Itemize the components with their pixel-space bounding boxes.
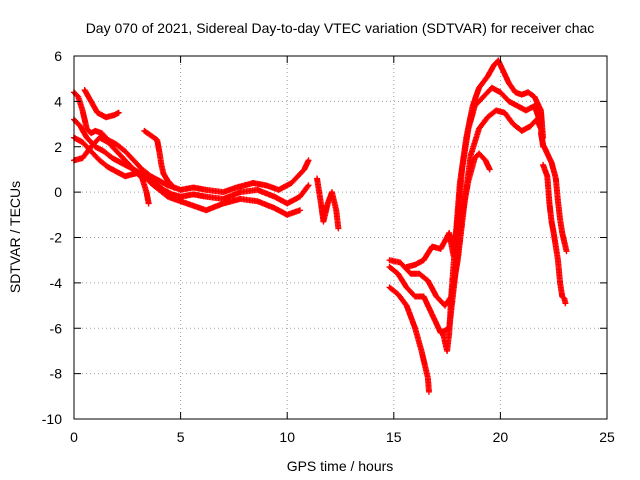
series-track-e bbox=[81, 87, 122, 121]
series-track-f bbox=[141, 127, 178, 191]
series-track-i bbox=[386, 150, 493, 336]
data-point-marks bbox=[314, 175, 342, 232]
x-tick-label: 0 bbox=[70, 429, 78, 445]
x-tick-label: 15 bbox=[386, 429, 402, 445]
series-track-j bbox=[386, 107, 547, 309]
data-point-marks bbox=[386, 150, 493, 336]
x-tick-labels: 0 5 10 15 20 25 bbox=[70, 429, 615, 445]
data-point-marks bbox=[81, 87, 122, 121]
y-axis-label: SDTVAR / TECUs bbox=[7, 181, 23, 293]
series-track-b bbox=[71, 116, 312, 207]
y-tick-label: 0 bbox=[54, 184, 62, 200]
x-tick-label: 20 bbox=[493, 429, 509, 445]
y-tick-label: 2 bbox=[54, 139, 62, 155]
x-tick-label: 5 bbox=[177, 429, 185, 445]
y-tick-label: -6 bbox=[50, 320, 63, 336]
data-point-marks bbox=[386, 284, 432, 395]
data-point-marks bbox=[386, 107, 547, 309]
y-tick-labels: -10 -8 -6 -4 -2 0 2 4 6 bbox=[42, 48, 62, 427]
series-track-h bbox=[386, 284, 432, 395]
y-tick-label: -10 bbox=[42, 411, 62, 427]
series-track-m bbox=[540, 161, 569, 307]
y-tick-label: -4 bbox=[50, 275, 63, 291]
y-tick-label: 6 bbox=[54, 48, 62, 64]
series-track-g bbox=[314, 175, 342, 232]
y-tick-label: -2 bbox=[50, 230, 63, 246]
axis-ticks bbox=[73, 55, 608, 420]
data-point-marks bbox=[141, 127, 178, 191]
data-marks bbox=[71, 57, 570, 395]
y-tick-label: -8 bbox=[50, 366, 63, 382]
data-point-marks bbox=[540, 161, 569, 307]
data-point-marks bbox=[537, 130, 570, 255]
data-point-marks bbox=[71, 116, 312, 207]
series-track-l bbox=[439, 57, 547, 354]
series-track-n bbox=[537, 130, 570, 255]
x-axis-label: GPS time / hours bbox=[287, 458, 394, 474]
y-tick-label: 4 bbox=[54, 93, 62, 109]
data-point-marks bbox=[439, 57, 547, 354]
x-tick-label: 25 bbox=[599, 429, 615, 445]
chart-title: Day 070 of 2021, Sidereal Day-to-day VTE… bbox=[86, 20, 595, 36]
x-tick-label: 10 bbox=[279, 429, 295, 445]
